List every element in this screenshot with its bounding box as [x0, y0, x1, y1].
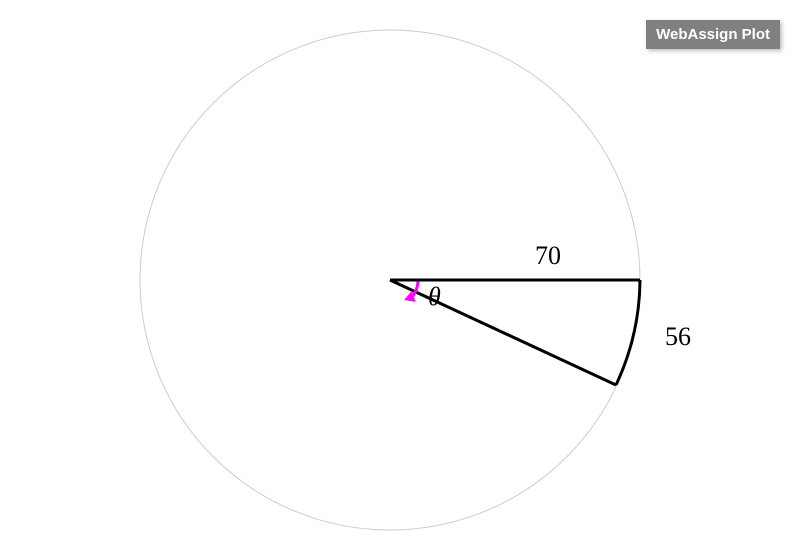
webassign-badge: WebAssign Plot — [646, 20, 780, 49]
arc-length-label: 56 — [665, 322, 691, 352]
sector-diagram — [0, 0, 800, 545]
radius-label: 70 — [535, 241, 561, 271]
theta-label: θ — [428, 282, 441, 312]
radius-bottom — [390, 280, 616, 385]
arc-edge — [616, 280, 640, 385]
